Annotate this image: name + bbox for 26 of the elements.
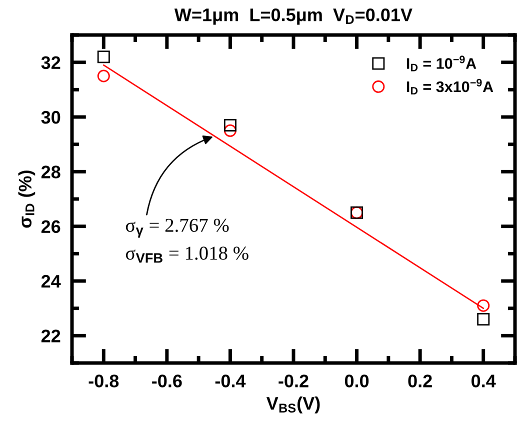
legend-label: I$_{D}$ = 3x10$^{−9}$A (406, 78, 494, 94)
annotation: σ$_{γ}$ = 2.767 % (126, 218, 229, 238)
y-axis-title: σ$_{ID}$ (%) (18, 170, 36, 228)
point (224, 118, 236, 132)
annotation: σ$_{VFB}$ = 1.018 % (126, 246, 248, 263)
point (477, 299, 490, 312)
x-tick-label: -0.4 (215, 374, 246, 388)
x-tick-label: 0.0 (344, 374, 369, 388)
y-tick-label: 24 (41, 274, 61, 288)
y-tick-label: 28 (41, 166, 60, 178)
x-tick-label: -0.6 (152, 374, 182, 388)
point (97, 50, 110, 64)
point (477, 313, 490, 326)
y-tick-label: 26 (41, 220, 60, 234)
x-tick-label: -0.8 (88, 374, 119, 388)
x-axis-title: V$_{BS}$(V) (266, 396, 320, 414)
legend-label: I$_{D}$ = 10$^{−9}$A (406, 56, 476, 72)
x-tick-label: 0.2 (408, 374, 432, 388)
y-tick-label: 22 (41, 330, 60, 342)
x-tick-label: 0.4 (472, 374, 496, 388)
y-tick-label: 30 (41, 110, 60, 124)
y-tick-label: 32 (41, 56, 60, 70)
x-tick-label: -0.2 (278, 374, 308, 388)
point (224, 124, 236, 137)
point (97, 70, 110, 82)
chart-title: W=1μm L=0.5μm V$_{D}$=0.01V (174, 8, 412, 25)
